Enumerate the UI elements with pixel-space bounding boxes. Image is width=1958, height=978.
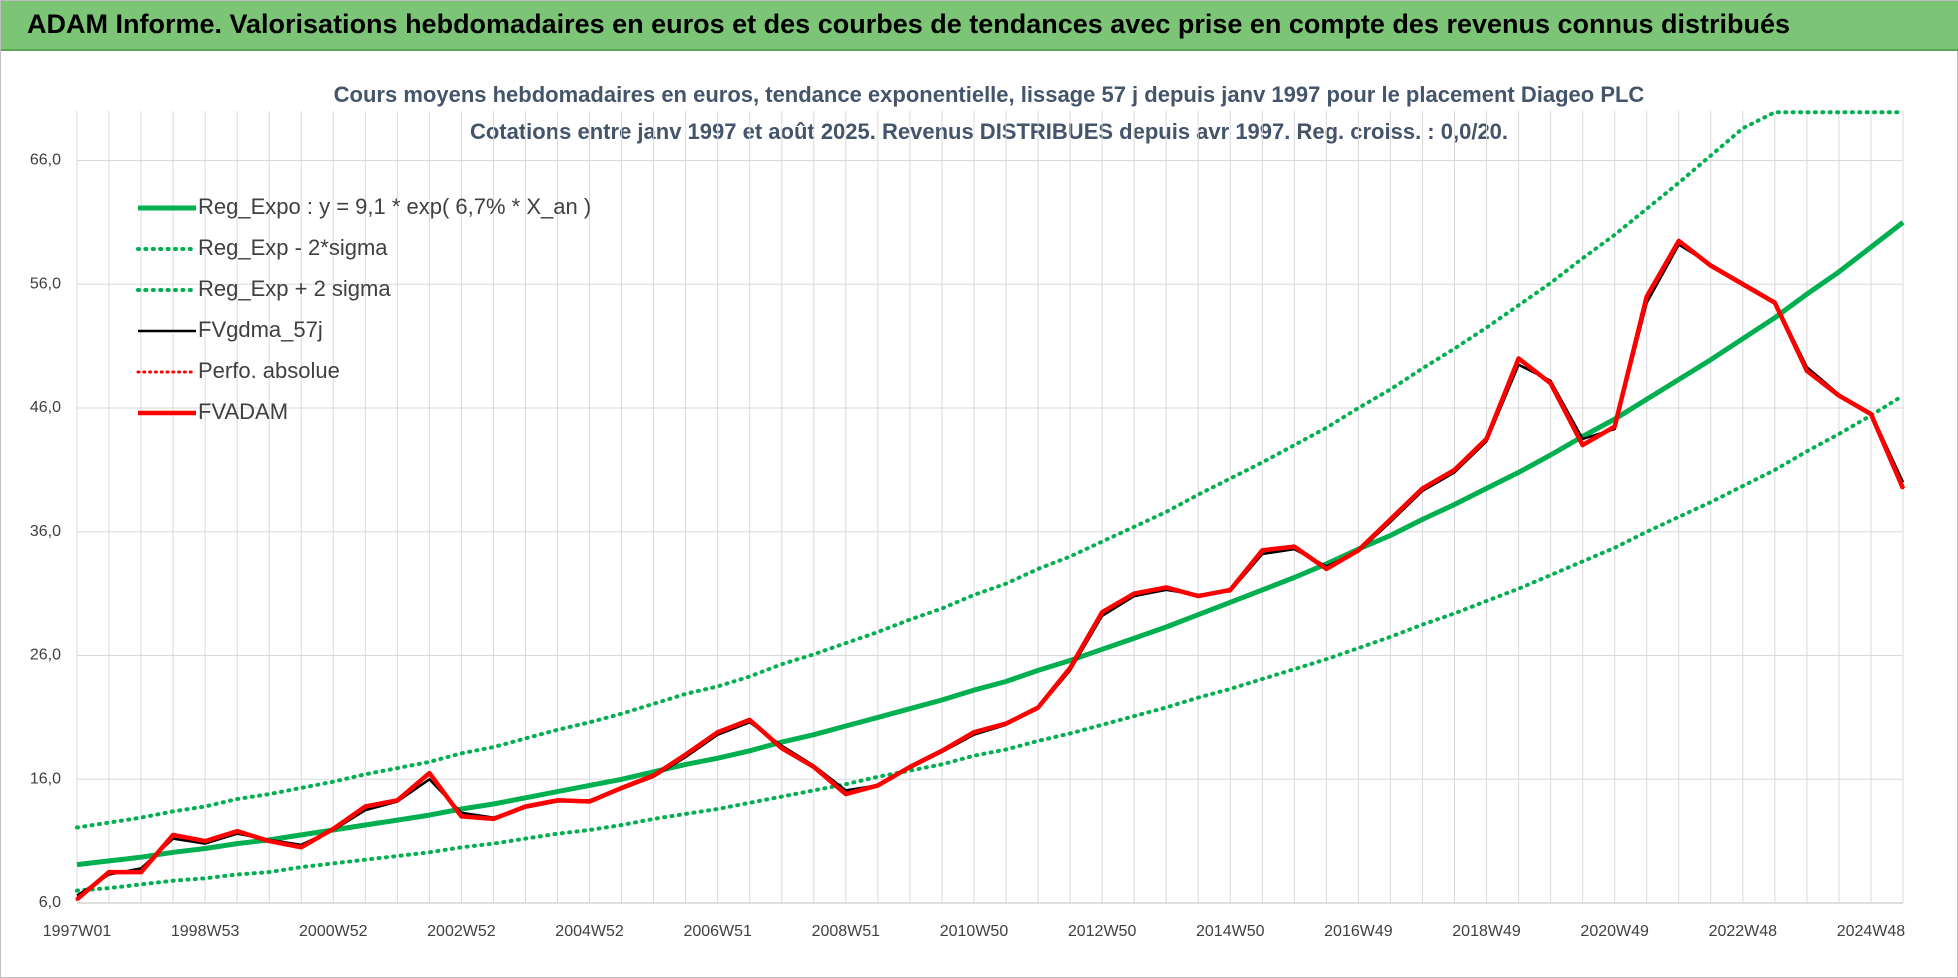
x-tick-label: 2016W49 (1324, 923, 1393, 940)
header-bar: ADAM Informe. Valorisations hebdomadaire… (1, 1, 1958, 51)
x-tick-label: 2002W52 (427, 923, 496, 940)
series-line (75, 238, 1905, 901)
x-tick-label: 1997W01 (43, 923, 112, 940)
y-tick-label: 46,0 (30, 399, 61, 416)
y-tick-label: 36,0 (30, 523, 61, 540)
x-tick-label: 2024W48 (1837, 923, 1906, 940)
x-tick-label: 2010W50 (940, 923, 1009, 940)
x-tick-label: 2014W50 (1196, 923, 1265, 940)
legend-label: Reg_Exp - 2*sigma (198, 235, 388, 260)
x-tick-label: 2022W48 (1709, 923, 1778, 940)
series-line (75, 393, 1905, 893)
legend-label: FVgdma_57j (198, 317, 323, 342)
y-tick-label: 56,0 (30, 275, 61, 292)
series-line (75, 238, 1906, 902)
chart-title: Cours moyens hebdomadaires en euros, ten… (334, 82, 1645, 107)
series-line (76, 220, 1905, 868)
y-tick-label: 16,0 (30, 770, 61, 787)
x-tick-label: 2012W50 (1068, 923, 1137, 940)
y-tick-label: 26,0 (30, 647, 61, 664)
x-tick-label: 2008W51 (812, 923, 881, 940)
legend-label: FVADAM (198, 399, 288, 424)
chart: Cours moyens hebdomadaires en euros, ten… (30, 82, 1906, 940)
legend-label: Perfo. absolue (198, 358, 340, 383)
x-tick-label: 2006W51 (683, 923, 752, 940)
legend-label: Reg_Exp + 2 sigma (198, 276, 391, 301)
legend-label: Reg_Expo : y = 9,1 * exp( 6,7% * X_an ) (198, 194, 591, 219)
y-tick-label: 66,0 (30, 152, 61, 169)
x-tick-label: 2004W52 (555, 923, 624, 940)
chart-subtitle: Cotations entre janv 1997 et août 2025. … (470, 119, 1508, 144)
x-tick-label: 2018W49 (1452, 923, 1521, 940)
x-tick-label: 2020W49 (1580, 923, 1649, 940)
series-line (76, 243, 1905, 897)
x-tick-label: 1998W53 (171, 923, 240, 940)
y-tick-label: 6,0 (39, 894, 61, 911)
header-title: ADAM Informe. Valorisations hebdomadaire… (27, 9, 1791, 39)
series-line (75, 110, 1905, 830)
x-tick-label: 2000W52 (299, 923, 368, 940)
